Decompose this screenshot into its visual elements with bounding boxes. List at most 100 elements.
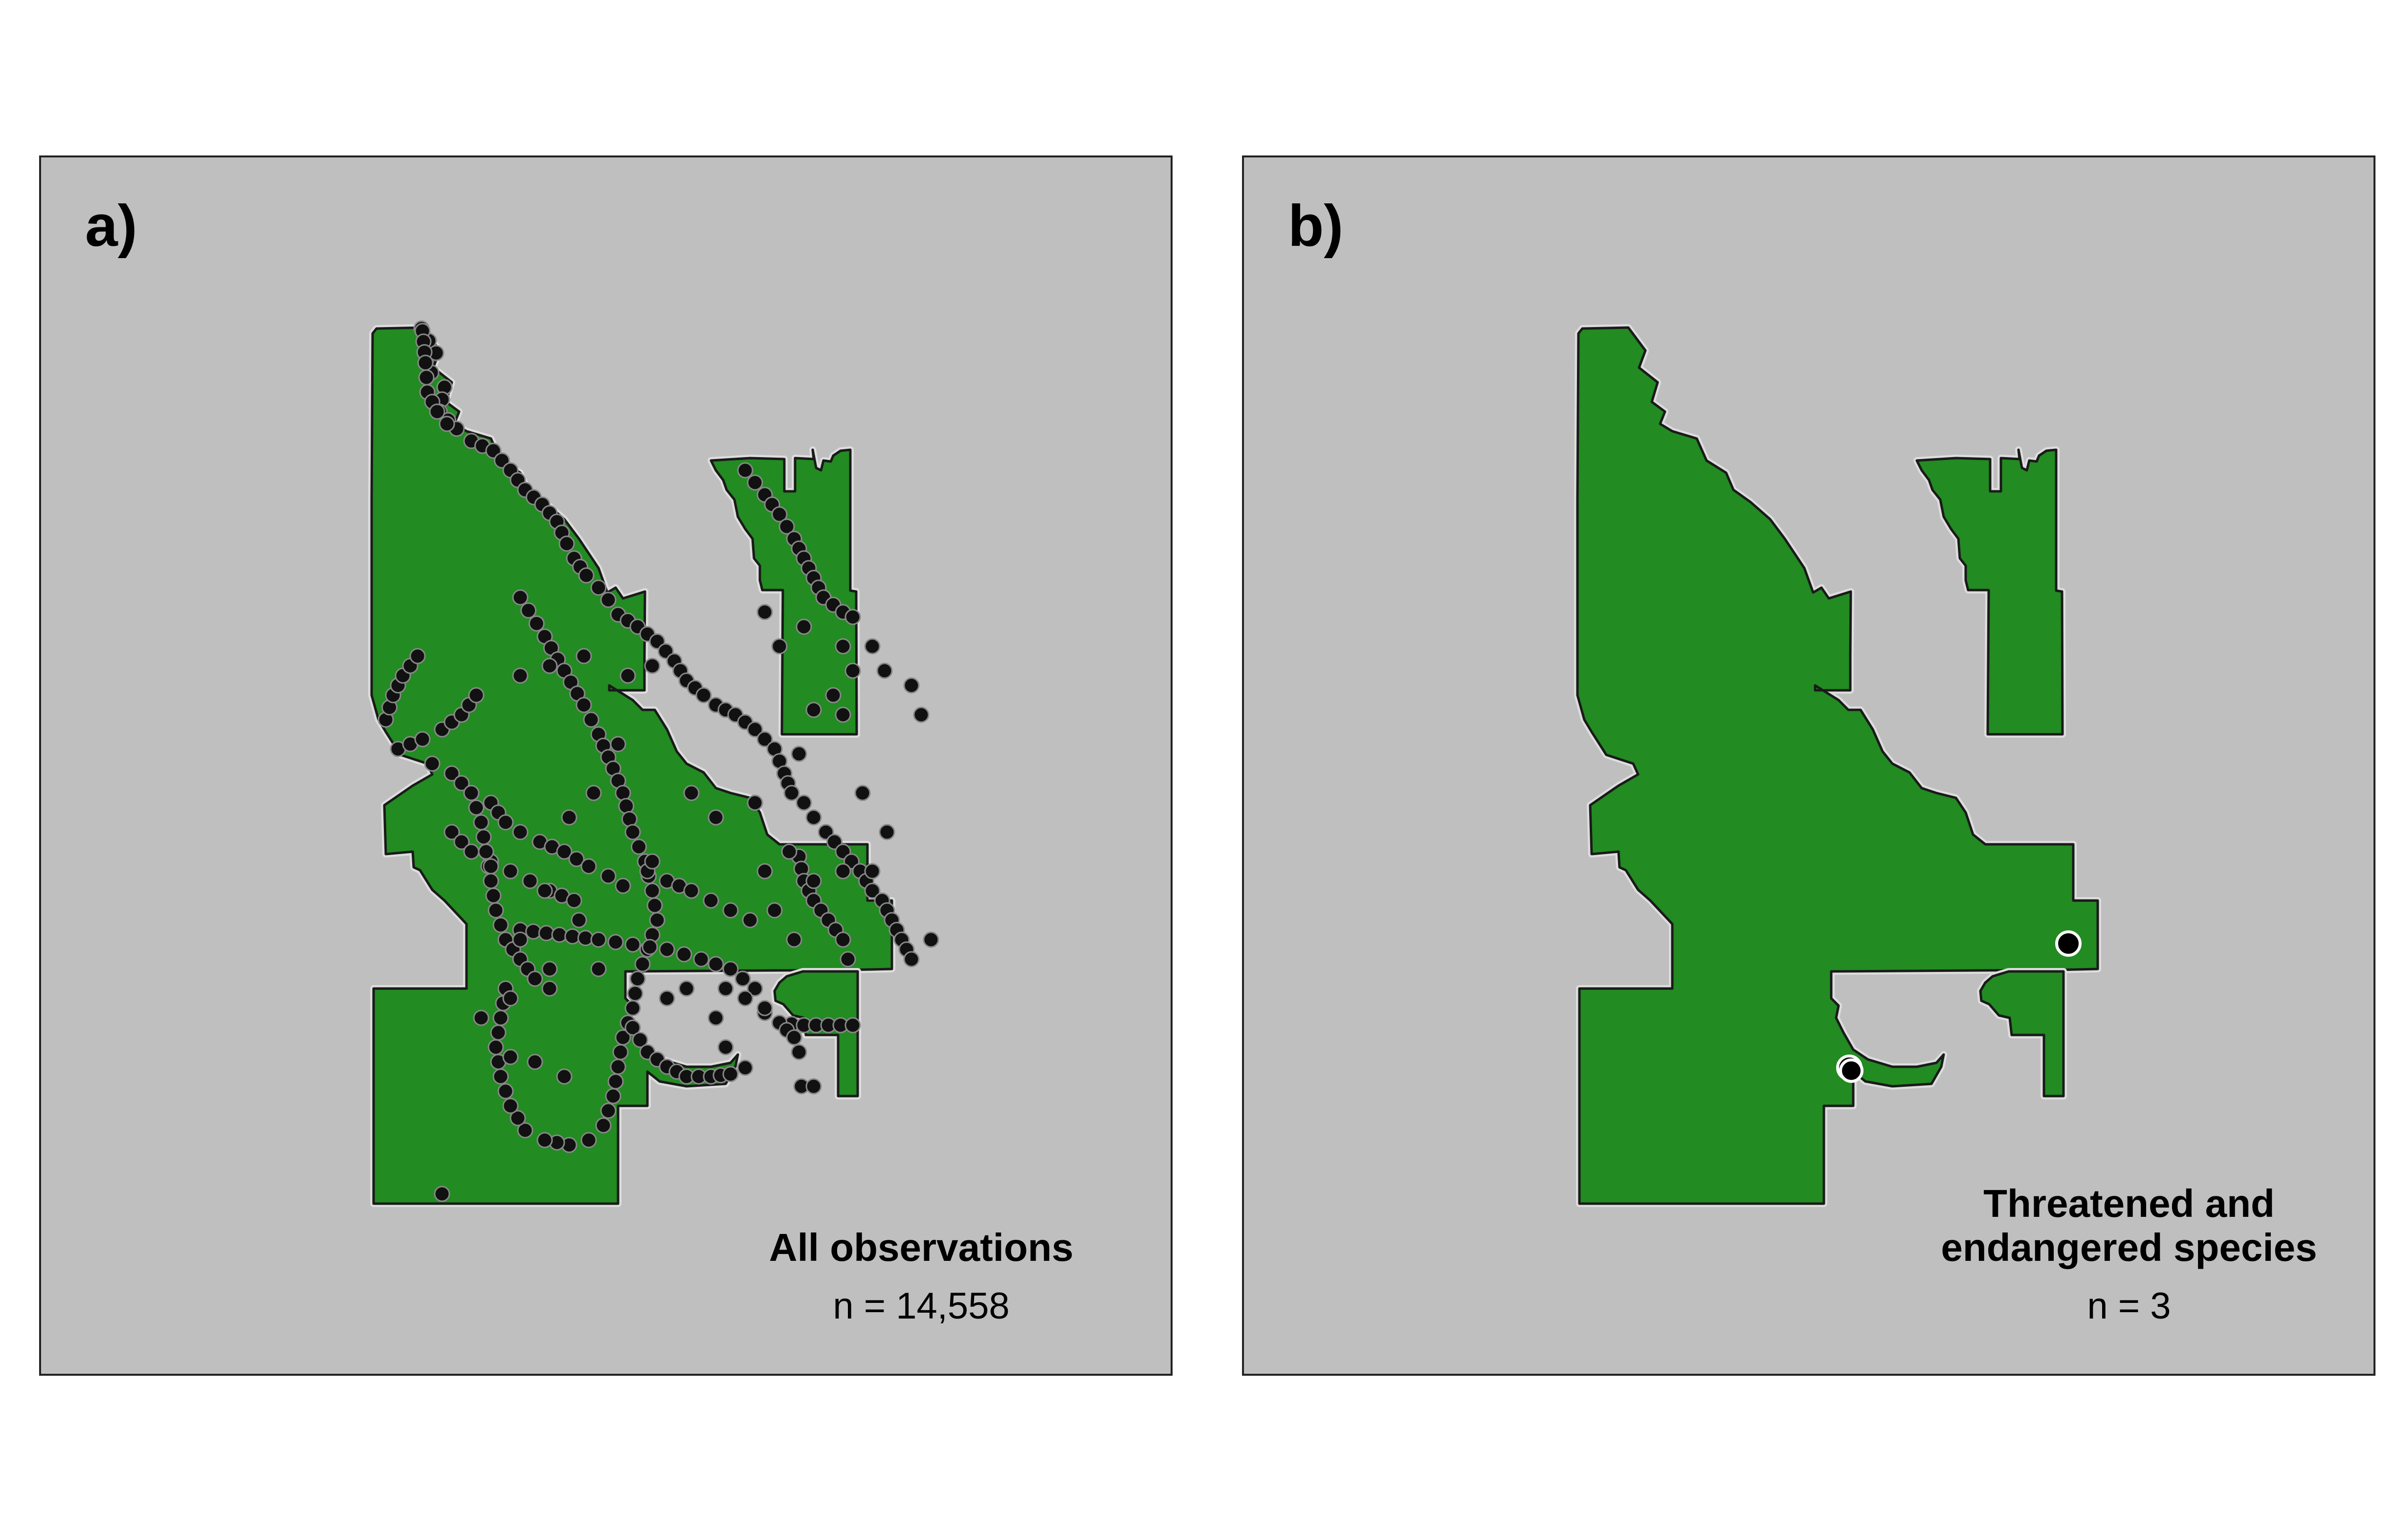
observation-point <box>538 925 555 942</box>
map-canvas <box>368 320 939 1207</box>
observation-point <box>678 980 695 997</box>
observation-point <box>805 1078 822 1095</box>
observation-point <box>644 658 661 674</box>
observation-point <box>913 706 930 723</box>
observation-point <box>488 1039 504 1056</box>
observation-point <box>527 970 543 987</box>
observation-point <box>590 961 607 977</box>
observation-point <box>429 403 445 420</box>
panel-letter: b) <box>1288 193 1344 259</box>
observation-point <box>541 961 558 977</box>
observation-point <box>835 638 851 655</box>
observation-point <box>473 814 489 831</box>
observation-point <box>618 798 635 814</box>
observation-point <box>578 567 595 584</box>
observation-point <box>492 1068 509 1085</box>
observation-point <box>624 1000 641 1016</box>
observation-point <box>631 838 647 855</box>
caption-count: n = 3 <box>2087 1285 2171 1327</box>
observation-point <box>453 775 470 792</box>
observation-point <box>551 926 568 943</box>
observation-point <box>590 931 607 948</box>
observation-point <box>840 951 856 968</box>
observation-point <box>607 1073 624 1090</box>
observation-point <box>844 662 861 679</box>
observation-point <box>844 1017 861 1034</box>
observation-point <box>490 1024 507 1041</box>
observation-point <box>708 956 724 972</box>
observation-point <box>835 931 851 948</box>
observation-point <box>502 990 519 1007</box>
observation-point <box>659 990 675 1007</box>
observation-point <box>844 609 861 625</box>
main-parcel <box>1576 326 2099 1205</box>
observation-point <box>600 868 617 884</box>
observation-point <box>577 930 594 946</box>
observation-point <box>527 1054 543 1070</box>
observation-point <box>517 1122 533 1139</box>
species-point <box>1839 1058 1864 1083</box>
observation-point <box>417 354 434 371</box>
observation-point <box>747 721 763 738</box>
observation-point <box>791 1044 807 1060</box>
observation-point <box>453 834 470 850</box>
observation-point <box>463 785 480 801</box>
observation-point <box>528 615 545 632</box>
observation-point <box>418 369 435 386</box>
observation-point <box>717 980 734 997</box>
caption-title: All observations <box>769 1226 1074 1269</box>
observation-point <box>473 1010 489 1026</box>
observation-point <box>737 462 754 479</box>
observation-point <box>580 858 597 875</box>
observation-point <box>488 902 504 919</box>
observation-point <box>522 873 538 889</box>
observation-point <box>463 843 480 860</box>
observation-point <box>722 902 739 919</box>
observation-point <box>468 799 485 816</box>
east-parcel <box>710 448 858 736</box>
observation-point <box>424 755 441 772</box>
observation-point <box>737 990 754 1007</box>
observation-point <box>600 592 617 608</box>
observation-point <box>612 1044 629 1060</box>
observation-point <box>923 931 939 948</box>
observation-point <box>414 731 431 748</box>
observation-point <box>756 604 773 620</box>
map-panel-b: b) Threatened and endangered species n =… <box>1242 155 2375 1376</box>
observation-point <box>468 687 485 704</box>
observation-point <box>568 851 585 867</box>
observation-point <box>805 873 822 889</box>
observation-point <box>805 809 822 826</box>
observation-point <box>646 897 663 914</box>
caption-count: n = 14,558 <box>833 1285 1010 1327</box>
observation-point <box>717 1039 734 1056</box>
observation-point <box>786 931 802 948</box>
caption: Threatened and endangered species n = 3 <box>1885 1182 2374 1328</box>
observation-point <box>659 941 675 958</box>
observation-point <box>783 785 800 801</box>
observation-point <box>475 829 492 845</box>
observation-point <box>835 706 851 723</box>
observation-point <box>409 648 426 664</box>
observation-point <box>683 785 700 801</box>
southeast-parcel <box>1979 970 2065 1098</box>
observation-point <box>492 917 509 933</box>
observation-point <box>439 416 455 432</box>
observation-point <box>525 923 542 940</box>
observation-point <box>576 648 592 664</box>
observation-point <box>737 1059 754 1076</box>
observation-point <box>781 843 798 860</box>
observation-point <box>864 638 881 655</box>
observation-point <box>541 980 558 997</box>
observation-point <box>734 970 751 987</box>
southeast-parcel <box>773 970 859 1098</box>
observation-point <box>642 939 658 955</box>
observation-point <box>864 882 881 899</box>
observation-point <box>644 853 661 870</box>
observation-point <box>786 1029 802 1046</box>
observation-point <box>485 887 502 904</box>
observation-point <box>585 785 602 801</box>
observation-point <box>512 824 529 840</box>
caption-title: Threatened and endangered species <box>1941 1182 2317 1269</box>
observation-point <box>747 474 763 491</box>
